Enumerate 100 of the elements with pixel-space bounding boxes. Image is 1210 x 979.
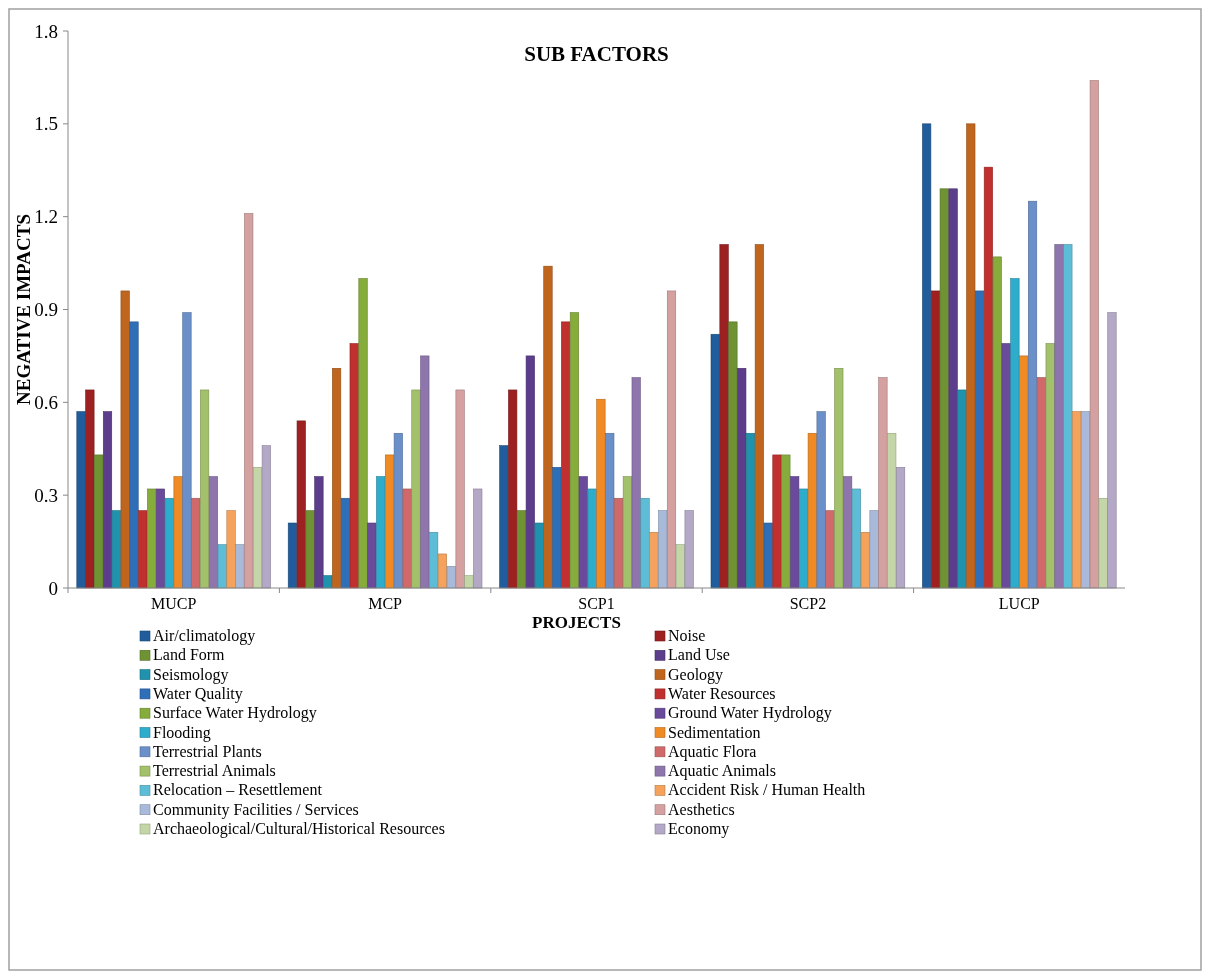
bar: [305, 510, 315, 589]
bar: [781, 454, 791, 589]
bar: [235, 544, 245, 589]
bar: [226, 510, 236, 589]
bar: [102, 411, 113, 589]
bar: [437, 553, 447, 589]
bar: [411, 389, 421, 589]
bar: [393, 432, 403, 589]
bar: [1107, 312, 1117, 589]
y-tick-label: 0: [48, 577, 58, 599]
bar: [957, 389, 967, 589]
bar: [1089, 80, 1099, 589]
bar: [534, 522, 544, 589]
bar: [948, 188, 958, 589]
bar: [455, 389, 465, 589]
legend-label: Terrestrial Plants: [153, 742, 262, 760]
bar: [763, 522, 773, 589]
bar: [772, 454, 782, 589]
bar: [1098, 497, 1108, 589]
bar: [138, 510, 148, 589]
bar: [922, 123, 932, 589]
legend-label: Aquatic Flora: [668, 742, 757, 761]
legend-label: Air/climatology: [153, 627, 256, 645]
x-tick-label: SCP2: [789, 595, 827, 612]
bar: [825, 510, 835, 589]
bar: [1054, 244, 1064, 589]
bar: [349, 343, 359, 589]
y-tick-label: 0.3: [34, 484, 58, 506]
bar: [1036, 377, 1046, 589]
x-tick-label: SCP1: [578, 595, 615, 612]
bar: [1010, 278, 1020, 589]
bar: [666, 290, 677, 589]
bar: [429, 532, 439, 589]
bar: [296, 420, 306, 589]
legend-label: Water Quality: [153, 684, 243, 703]
bar: [896, 467, 906, 589]
bar: [596, 398, 606, 589]
legend-label: Community Facilities / Services: [153, 800, 359, 819]
x-axis-title: PROJECTS: [532, 613, 621, 632]
bar: [367, 522, 377, 589]
x-tick-label: MCP: [368, 595, 403, 612]
bar: [992, 256, 1002, 589]
legend-label: Seismology: [153, 665, 229, 684]
bar: [1028, 200, 1038, 589]
bar: [1001, 343, 1011, 589]
y-tick-label: 0.6: [34, 391, 58, 413]
bar: [85, 389, 95, 589]
bar: [887, 432, 897, 589]
legend-label: Ground Water Hydrology: [668, 704, 832, 723]
bar: [939, 188, 949, 589]
y-tick-label: 1.5: [34, 113, 58, 135]
bar: [244, 213, 254, 589]
bar: [1019, 355, 1029, 589]
bar: [834, 367, 844, 589]
x-tick-label: MUCP: [151, 595, 197, 612]
bar: [182, 312, 192, 589]
bar: [173, 476, 183, 589]
bar: [111, 510, 121, 589]
bar: [605, 432, 615, 589]
legend-label: Flooding: [153, 723, 211, 742]
bar: [525, 355, 535, 589]
bar: [332, 367, 342, 589]
bar: [737, 367, 747, 589]
bar: [658, 510, 668, 589]
bar: [719, 244, 729, 589]
legend-label: Archaeological/Cultural/Historical Resources: [153, 820, 445, 838]
legend-label: Geology: [668, 665, 724, 684]
bar: [710, 333, 720, 589]
bar: [860, 532, 870, 589]
bar: [675, 544, 685, 589]
bar: [446, 566, 456, 589]
bar: [464, 575, 474, 589]
bar: [94, 454, 104, 589]
bar: [684, 510, 694, 589]
bar: [649, 532, 659, 589]
bar: [983, 166, 993, 589]
legend-label: Economy: [668, 820, 730, 838]
bar: [728, 321, 738, 589]
x-tick-label: LUCP: [998, 595, 1040, 612]
y-tick-label: 1.2: [34, 206, 58, 228]
bar: [200, 389, 210, 589]
bar: [508, 389, 518, 589]
legend-label: Relocation – Resettlement: [153, 781, 323, 799]
bar: [975, 290, 985, 589]
bar: [869, 510, 879, 589]
bar: [323, 575, 333, 589]
bar: [164, 497, 174, 589]
bar: [1045, 343, 1055, 589]
bar: [561, 321, 571, 589]
legend-label: Aesthetics: [668, 800, 735, 818]
legend-label: Aquatic Animals: [668, 762, 776, 781]
bar: [843, 476, 853, 589]
bar: [147, 488, 157, 589]
bar: [816, 411, 826, 589]
bar: [878, 377, 888, 589]
legend-label: Water Resources: [668, 684, 776, 702]
bar: [358, 278, 368, 589]
bar: [402, 488, 412, 589]
bar: [420, 355, 430, 589]
y-tick-label: 0.9: [34, 299, 58, 321]
